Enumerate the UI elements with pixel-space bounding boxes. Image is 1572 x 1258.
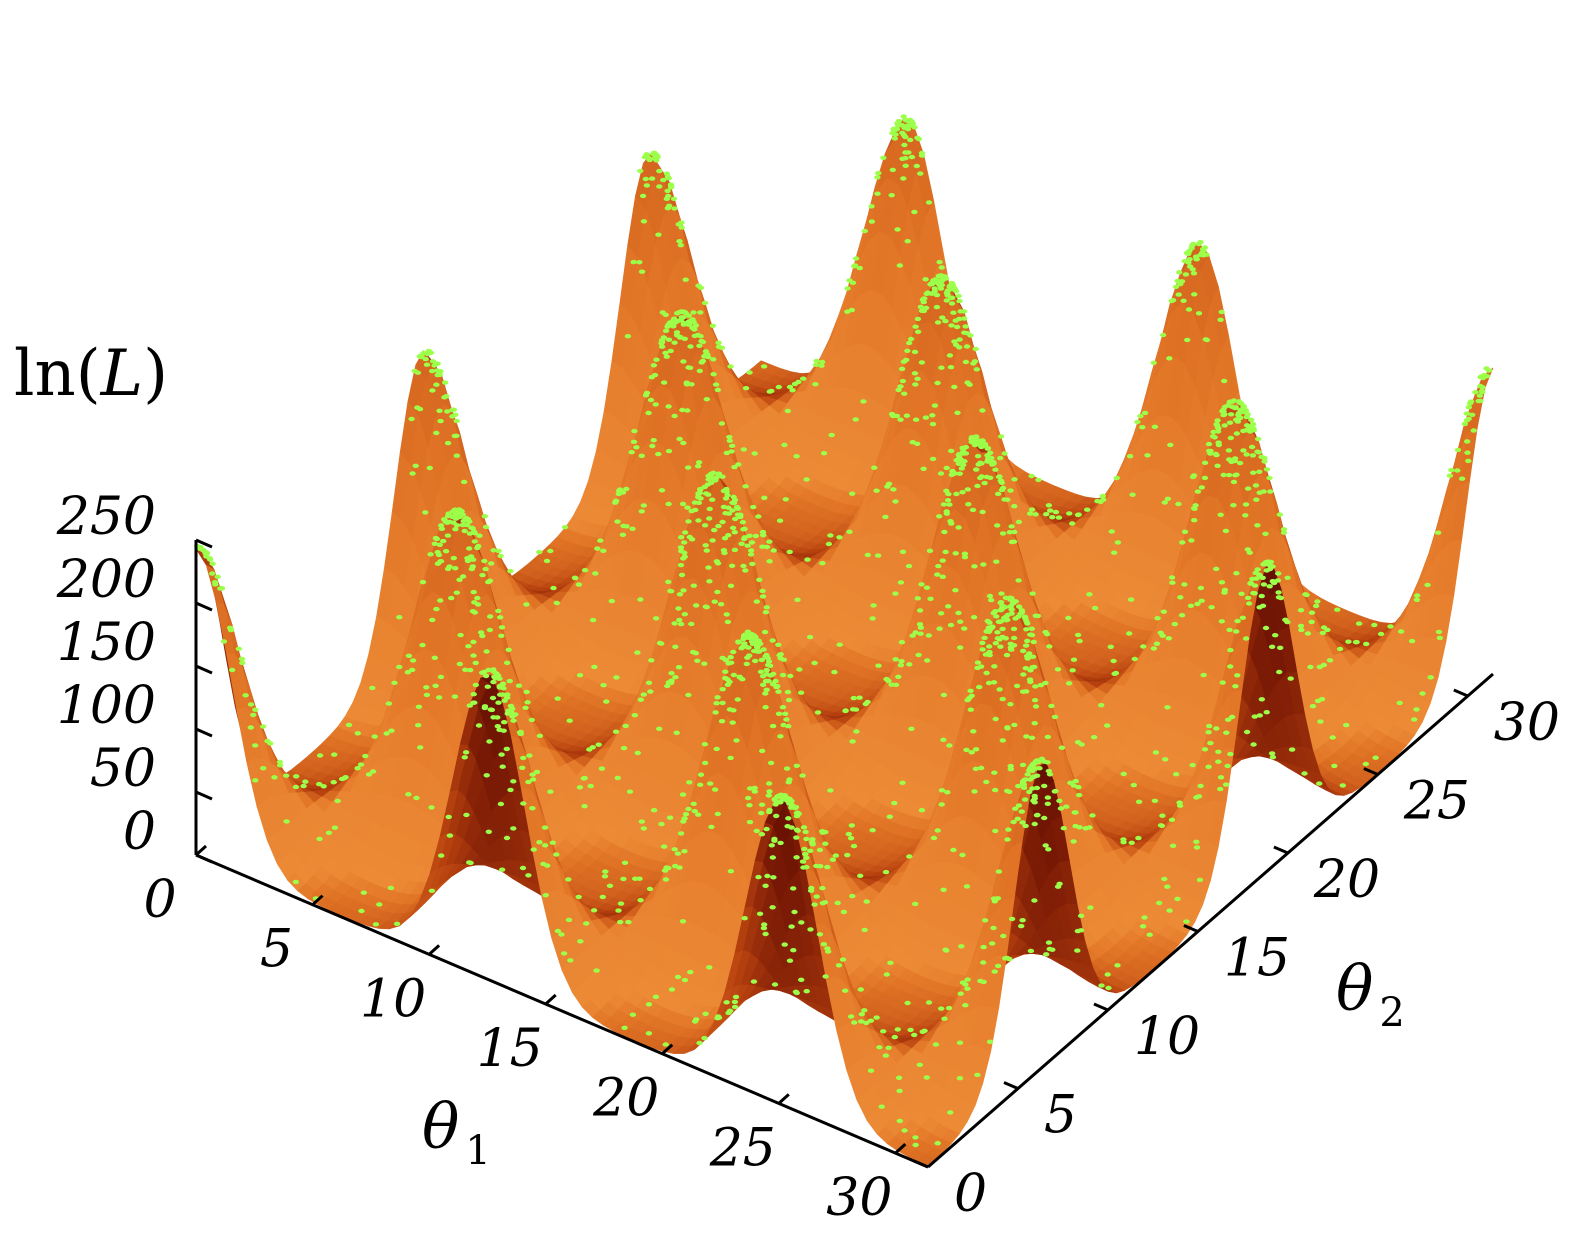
likelihood-surface xyxy=(195,118,1494,1167)
